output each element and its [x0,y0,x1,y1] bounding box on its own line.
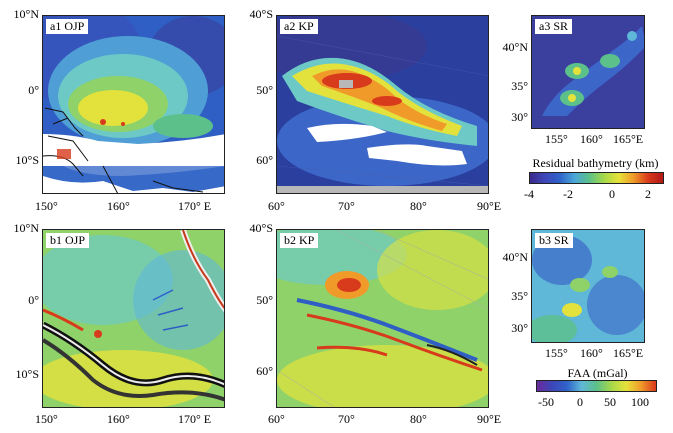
x-tick-label: 155° [545,132,568,146]
y-tick-label: 35° [511,289,528,303]
colorbar-tick: 0 [609,187,615,201]
gravity-map-ojp [43,230,224,407]
y-tick-label: 35° [511,79,528,93]
y-tick-label: 30° [511,321,528,335]
map-b3-sr: b3 SR [531,229,645,343]
y-tick-label: 0° [28,83,39,97]
x-tick-label: 90°E [477,199,502,213]
colorbar-bathymetry [529,172,664,184]
x-tick-label: 160° [580,132,603,146]
x-tick-label: 160° [580,346,603,360]
bathymetry-map-ojp [43,16,224,193]
map-a3-sr: a3 SR [531,15,645,129]
x-tick-label: 170° E [178,199,212,213]
map-b2-kp: b2 KP [276,229,489,408]
y-tick-label: 40°S [249,221,273,235]
x-tick-label: 80° [410,412,427,426]
colorbar-tick: 0 [577,395,583,409]
colorbar-title-faa: FAA (mGal) [567,366,628,380]
colorbar-tick: -2 [563,187,573,201]
panel-label: b3 SR [535,233,573,248]
colorbar-tick: -4 [524,187,534,201]
panel-label: a1 OJP [46,19,89,34]
map-a1-ojp: a1 OJP [42,15,225,194]
y-tick-label: 10°N [13,7,39,21]
y-tick-label: 40°N [502,250,528,264]
panel-label: a3 SR [535,19,573,34]
x-tick-label: 155° [545,346,568,360]
colorbar-faa [536,380,657,392]
x-tick-label: 170° E [178,412,212,426]
x-tick-label: 165°E [613,132,644,146]
panel-label: a2 KP [280,19,318,34]
x-tick-label: 80° [410,199,427,213]
colorbar-tick: 100 [631,395,649,409]
panel-label: b2 KP [280,233,319,248]
y-tick-label: 10°S [15,367,39,381]
colorbar-tick: 50 [604,395,616,409]
x-tick-label: 150° [35,412,58,426]
gravity-map-sr [532,230,644,342]
colorbar-title-bathymetry: Residual bathymetry (km) [532,156,659,170]
panel-label: b1 OJP [46,233,90,248]
x-tick-label: 165°E [613,346,644,360]
y-tick-label: 30° [511,110,528,124]
y-tick-label: 50° [256,293,273,307]
x-tick-label: 160° [107,199,130,213]
y-tick-label: 60° [256,153,273,167]
map-a2-kp: a2 KP [276,15,489,194]
colorbar-tick: 2 [645,187,651,201]
bathymetry-map-kp [277,16,488,193]
x-tick-label: 160° [107,412,130,426]
y-tick-label: 10°S [15,153,39,167]
y-tick-label: 0° [28,293,39,307]
x-tick-label: 60° [268,199,285,213]
y-tick-label: 60° [256,364,273,378]
y-tick-label: 40°N [502,40,528,54]
x-tick-label: 70° [338,412,355,426]
map-b1-ojp: b1 OJP [42,229,225,408]
y-tick-label: 40°S [249,7,273,21]
x-tick-label: 90°E [477,412,502,426]
gravity-map-kp [277,230,488,407]
colorbar-tick: -50 [538,395,554,409]
y-tick-label: 50° [256,83,273,97]
y-tick-label: 10°N [13,221,39,235]
bathymetry-map-sr [532,16,644,128]
x-tick-label: 150° [35,199,58,213]
x-tick-label: 60° [268,412,285,426]
x-tick-label: 70° [338,199,355,213]
